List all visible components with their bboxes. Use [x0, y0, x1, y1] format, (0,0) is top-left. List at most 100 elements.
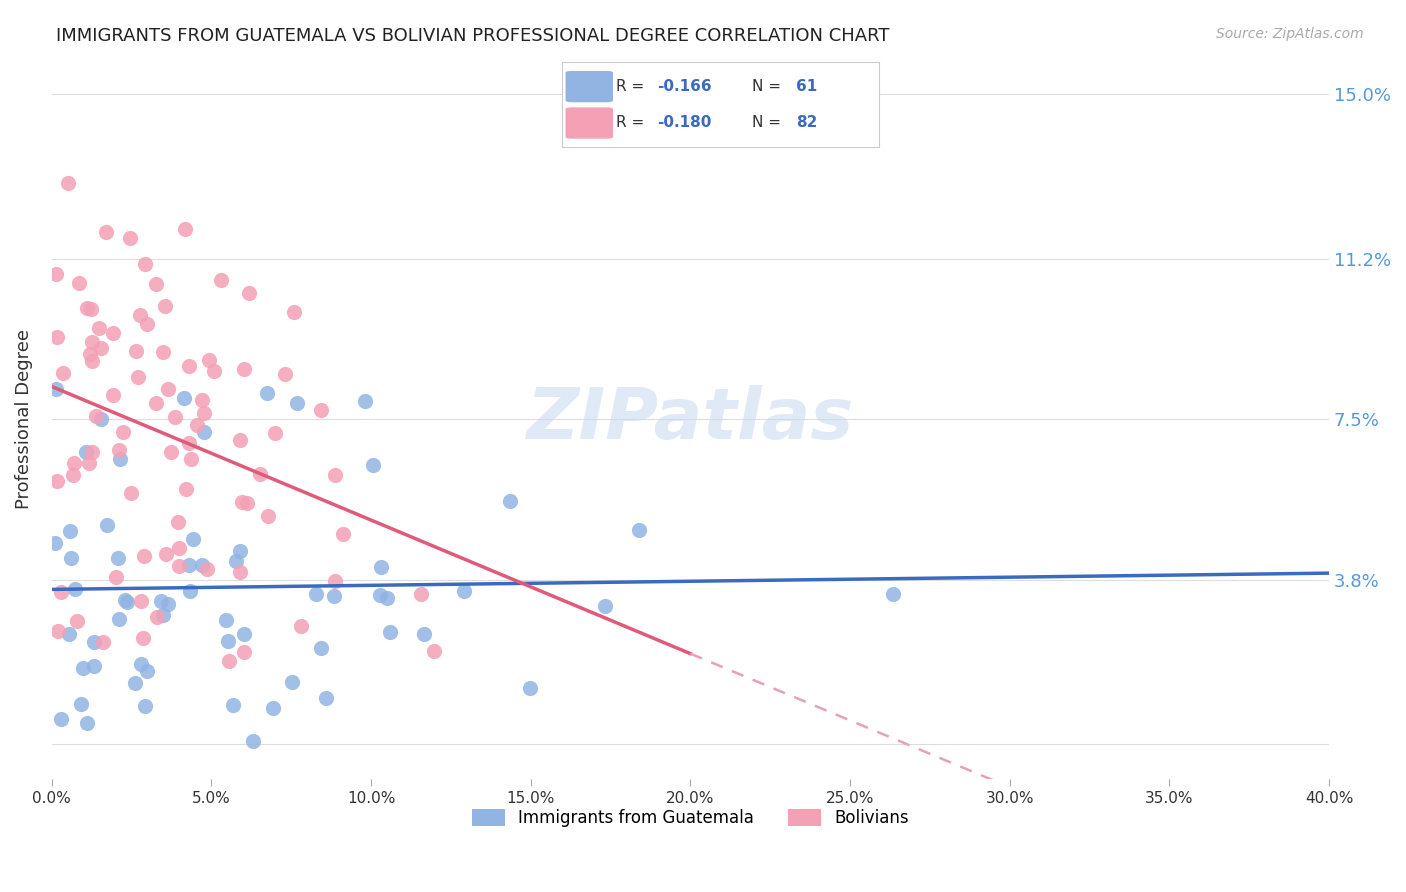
Point — [167, 541, 190, 555]
Point — [238, 285, 260, 300]
Point — [155, 547, 177, 561]
Point — [249, 467, 271, 481]
Point — [111, 425, 134, 440]
Point — [114, 593, 136, 607]
Point — [167, 558, 190, 573]
Point — [45, 474, 67, 488]
Point — [218, 655, 240, 669]
Point — [370, 560, 392, 574]
Text: ZIPatlas: ZIPatlas — [527, 384, 853, 454]
Point — [90, 341, 112, 355]
Point — [120, 231, 142, 245]
Point — [882, 587, 904, 601]
Point — [628, 523, 651, 537]
Point — [63, 582, 86, 597]
Point — [44, 536, 66, 550]
Point — [179, 359, 201, 374]
Point — [274, 367, 297, 381]
Point — [264, 426, 287, 441]
Point — [195, 561, 218, 575]
Point — [49, 584, 72, 599]
Text: N =: N = — [752, 78, 786, 94]
Point — [66, 614, 89, 628]
Point — [222, 698, 245, 712]
Point — [132, 549, 155, 563]
Point — [423, 643, 446, 657]
Point — [229, 433, 252, 447]
Point — [323, 467, 346, 482]
Point — [76, 715, 98, 730]
Point — [283, 305, 305, 319]
Text: R =: R = — [616, 115, 650, 130]
Point — [166, 515, 188, 529]
Y-axis label: Professional Degree: Professional Degree — [15, 329, 32, 509]
Point — [315, 690, 337, 705]
Legend: Immigrants from Guatemala, Bolivians: Immigrants from Guatemala, Bolivians — [464, 800, 917, 835]
Point — [132, 632, 155, 646]
Point — [145, 395, 167, 409]
Text: IMMIGRANTS FROM GUATEMALA VS BOLIVIAN PROFESSIONAL DEGREE CORRELATION CHART: IMMIGRANTS FROM GUATEMALA VS BOLIVIAN PR… — [56, 27, 890, 45]
FancyBboxPatch shape — [565, 107, 613, 139]
Point — [149, 594, 172, 608]
Point — [91, 635, 114, 649]
Point — [104, 570, 127, 584]
Text: R =: R = — [616, 78, 650, 94]
Point — [79, 347, 101, 361]
Point — [332, 527, 354, 541]
Point — [411, 587, 433, 601]
Point — [281, 674, 304, 689]
Point — [108, 442, 131, 457]
Text: N =: N = — [752, 115, 786, 130]
Point — [129, 594, 152, 608]
Point — [115, 595, 138, 609]
Point — [63, 456, 86, 470]
Point — [499, 493, 522, 508]
Point — [453, 584, 475, 599]
Point — [70, 697, 93, 711]
Point — [59, 524, 82, 539]
Point — [83, 659, 105, 673]
Text: Source: ZipAtlas.com: Source: ZipAtlas.com — [1216, 27, 1364, 41]
Point — [49, 712, 72, 726]
Point — [84, 409, 107, 424]
Point — [186, 418, 208, 433]
Point — [157, 598, 180, 612]
Point — [75, 445, 97, 459]
Point — [242, 734, 264, 748]
Point — [56, 177, 79, 191]
Point — [80, 354, 103, 368]
Point — [375, 591, 398, 605]
Point — [325, 574, 347, 589]
Point — [110, 452, 132, 467]
Point — [82, 334, 104, 349]
Point — [173, 221, 195, 235]
FancyBboxPatch shape — [565, 71, 613, 103]
Point — [257, 508, 280, 523]
Point — [101, 388, 124, 402]
Point — [262, 700, 284, 714]
Point — [124, 343, 146, 358]
Text: -0.180: -0.180 — [657, 115, 711, 130]
Point — [101, 326, 124, 341]
Point — [146, 610, 169, 624]
Point — [202, 364, 225, 378]
Point — [152, 345, 174, 359]
Point — [177, 436, 200, 450]
Point — [134, 698, 156, 713]
Point — [136, 665, 159, 679]
Point — [157, 382, 180, 396]
Point — [59, 550, 82, 565]
Text: 61: 61 — [796, 78, 818, 94]
Point — [191, 392, 214, 407]
Point — [80, 445, 103, 459]
Point — [90, 412, 112, 426]
Point — [46, 624, 69, 638]
Point — [378, 624, 401, 639]
Point — [593, 599, 616, 614]
Point — [232, 362, 254, 376]
Point — [215, 613, 238, 627]
Point — [62, 467, 84, 482]
Point — [181, 533, 204, 547]
Point — [519, 681, 541, 695]
Point — [124, 676, 146, 690]
